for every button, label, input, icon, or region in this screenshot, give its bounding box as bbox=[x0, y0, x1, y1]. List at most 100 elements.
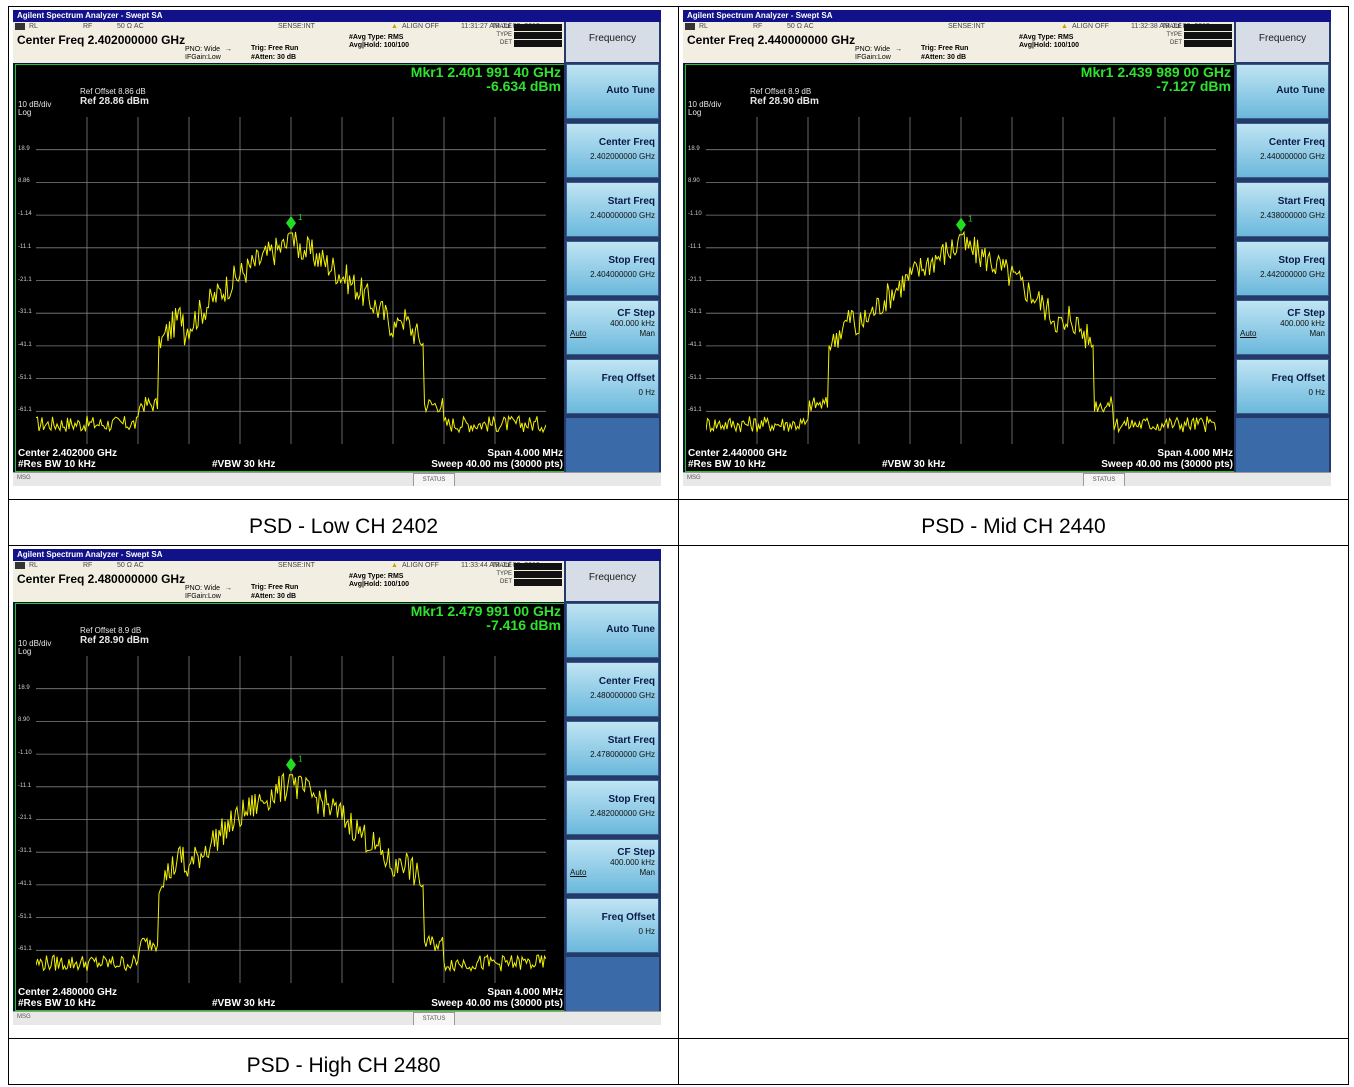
marker-readout: Mkr1 2.401 991 40 GHz -6.634 dBm bbox=[411, 65, 561, 93]
trace-numbers bbox=[514, 24, 562, 31]
y-tick-label: -21.1 bbox=[18, 815, 32, 822]
menu-title-text: Frequency bbox=[588, 571, 637, 583]
start-freq-button[interactable]: Start Freq 2.478000000 GHz bbox=[566, 720, 659, 776]
scale-div: 10 dB/div bbox=[18, 638, 52, 648]
cf-step-value: 400.000 kHz bbox=[610, 319, 655, 328]
spectrum-analyzer-low: Agilent Spectrum Analyzer - Swept SA RL … bbox=[13, 10, 661, 486]
softkey-blank bbox=[566, 956, 659, 1011]
avg-type-label: #Avg Type: RMS bbox=[349, 34, 404, 41]
type-label: TYPE bbox=[1166, 32, 1182, 38]
scale-log: Log bbox=[688, 108, 702, 117]
marker-readout: Mkr1 2.439 989 00 GHz -7.127 dBm bbox=[1081, 65, 1231, 93]
freq-offset-button[interactable]: Freq Offset 0 Hz bbox=[566, 359, 659, 414]
freq-offset-button[interactable]: Freq Offset 0 Hz bbox=[566, 897, 659, 953]
stop-freq-value: 2.442000000 GHz bbox=[1260, 270, 1325, 279]
trace-detectors bbox=[514, 578, 562, 586]
scale-log: Log bbox=[18, 646, 32, 656]
y-tick-label: -11.1 bbox=[18, 243, 32, 250]
cf-step-button[interactable]: CF Step 400.000 kHz Auto Man bbox=[566, 300, 659, 355]
trace-indicator: TRACE TYPE DET bbox=[1162, 24, 1232, 48]
lxi-icon bbox=[685, 23, 695, 30]
det-label: DET bbox=[500, 40, 512, 46]
auto-tune-button[interactable]: Auto Tune bbox=[566, 602, 659, 658]
center-freq-title: Center Freq 2.480000000 GHz bbox=[17, 571, 186, 586]
marker-number: 1 bbox=[298, 755, 303, 764]
sweep-label: Sweep 40.00 ms (30000 pts) bbox=[431, 997, 563, 1009]
center-freq-button[interactable]: Center Freq 2.402000000 GHz bbox=[566, 123, 659, 178]
screenshot-cell-high: Agilent Spectrum Analyzer - Swept SA RL … bbox=[8, 544, 679, 1040]
auto-tune-button[interactable]: Auto Tune bbox=[1236, 64, 1329, 119]
arrow-icon: → bbox=[225, 46, 232, 53]
center-freq-label: Center Freq bbox=[1268, 137, 1325, 148]
ref-offset: Ref Offset 8.86 dB bbox=[80, 87, 146, 96]
y-tick-label: -41.1 bbox=[18, 880, 32, 887]
window-title: Agilent Spectrum Analyzer - Swept SA bbox=[13, 548, 661, 561]
start-freq-button[interactable]: Start Freq 2.438000000 GHz bbox=[1236, 182, 1329, 237]
stop-freq-button[interactable]: Stop Freq 2.442000000 GHz bbox=[1236, 241, 1329, 296]
arrow-icon: → bbox=[895, 46, 902, 53]
start-freq-label: Start Freq bbox=[1277, 196, 1325, 207]
vbw-label: #VBW 30 kHz bbox=[882, 459, 946, 470]
arrow-icon: → bbox=[225, 584, 232, 592]
status-label: STATUS bbox=[413, 1011, 455, 1025]
status-label: STATUS bbox=[1083, 473, 1125, 486]
y-tick-label: -51.1 bbox=[688, 374, 702, 381]
scale-div: 10 dB/div bbox=[688, 100, 722, 109]
rf-label: RF bbox=[83, 23, 93, 30]
cf-step-button[interactable]: CF Step 400.000 kHz Auto Man bbox=[566, 838, 659, 894]
menu-title: Frequency bbox=[1236, 22, 1329, 62]
trig-label: Trig: Free Run bbox=[251, 583, 299, 591]
plot-area: Mkr1 2.401 991 40 GHz -6.634 dBm Ref Off… bbox=[15, 64, 566, 472]
type-label: TYPE bbox=[496, 32, 512, 38]
scale-label: 10 dB/div Log bbox=[18, 101, 51, 117]
center-freq-label: Center Freq bbox=[598, 675, 655, 687]
status-bar: MSG STATUS bbox=[13, 472, 661, 486]
y-tick-label: -21.1 bbox=[18, 276, 32, 283]
plot-area: Mkr1 2.439 989 00 GHz -7.127 dBm Ref Off… bbox=[685, 64, 1236, 472]
status-label: STATUS bbox=[413, 473, 455, 486]
spectrum-trace-plot: 1 bbox=[36, 655, 546, 983]
spectrum-trace bbox=[36, 231, 546, 434]
atten-label: #Atten: 30 dB bbox=[921, 54, 967, 61]
caption-high: PSD - High CH 2480 bbox=[246, 1053, 441, 1077]
trace-label: TRACE bbox=[491, 24, 512, 30]
auto-tune-label: Auto Tune bbox=[606, 623, 655, 635]
ifgain-label: IFGain:Low bbox=[185, 592, 221, 600]
span-label: Span 4.000 MHz bbox=[1157, 448, 1233, 459]
freq-offset-value: 0 Hz bbox=[638, 388, 655, 397]
stop-freq-button[interactable]: Stop Freq 2.482000000 GHz bbox=[566, 779, 659, 835]
status-bar: MSG STATUS bbox=[13, 1010, 661, 1025]
cf-step-auto: Auto bbox=[570, 329, 587, 338]
info-bar: RL RF 50 Ω AC SENSE:INT ▲ ALIGN OFF 11:3… bbox=[13, 560, 564, 602]
trace-detectors bbox=[1184, 40, 1232, 47]
marker-diamond-icon bbox=[286, 215, 296, 230]
y-tick-label: -21.1 bbox=[688, 276, 702, 283]
center-freq-button[interactable]: Center Freq 2.480000000 GHz bbox=[566, 661, 659, 717]
plot-area: Mkr1 2.479 991 00 GHz -7.416 dBm Ref Off… bbox=[15, 602, 566, 1011]
spectrum-trace-plot: 1 bbox=[36, 117, 546, 444]
ref-offset: Ref Offset 8.9 dB bbox=[80, 625, 142, 635]
start-freq-value: 2.400000000 GHz bbox=[590, 211, 655, 220]
auto-tune-button[interactable]: Auto Tune bbox=[566, 64, 659, 119]
y-tick-label: -61.1 bbox=[18, 407, 32, 414]
cf-step-value: 400.000 kHz bbox=[610, 857, 655, 867]
lxi-icon bbox=[15, 561, 25, 569]
y-tick-label: -1.14 bbox=[18, 211, 32, 218]
center-freq-value: 2.440000000 GHz bbox=[1260, 152, 1325, 161]
center-label: Center 2.480000 GHz bbox=[18, 986, 117, 998]
menu-title: Frequency bbox=[566, 560, 659, 601]
cf-step-value: 400.000 kHz bbox=[1280, 319, 1325, 328]
trace-label: TRACE bbox=[491, 562, 512, 569]
start-freq-button[interactable]: Start Freq 2.400000000 GHz bbox=[566, 182, 659, 237]
trace-label: TRACE bbox=[1161, 24, 1182, 30]
center-freq-button[interactable]: Center Freq 2.440000000 GHz bbox=[1236, 123, 1329, 178]
warning-icon: ▲ bbox=[391, 561, 398, 569]
stop-freq-button[interactable]: Stop Freq 2.404000000 GHz bbox=[566, 241, 659, 296]
freq-offset-button[interactable]: Freq Offset 0 Hz bbox=[1236, 359, 1329, 414]
atten-label: #Atten: 30 dB bbox=[251, 592, 297, 600]
window-title: Agilent Spectrum Analyzer - Swept SA bbox=[683, 10, 1331, 22]
stop-freq-value: 2.482000000 GHz bbox=[590, 808, 655, 818]
align-label: ALIGN OFF bbox=[402, 23, 439, 30]
trig-label: Trig: Free Run bbox=[251, 45, 299, 52]
cf-step-button[interactable]: CF Step 400.000 kHz Auto Man bbox=[1236, 300, 1329, 355]
